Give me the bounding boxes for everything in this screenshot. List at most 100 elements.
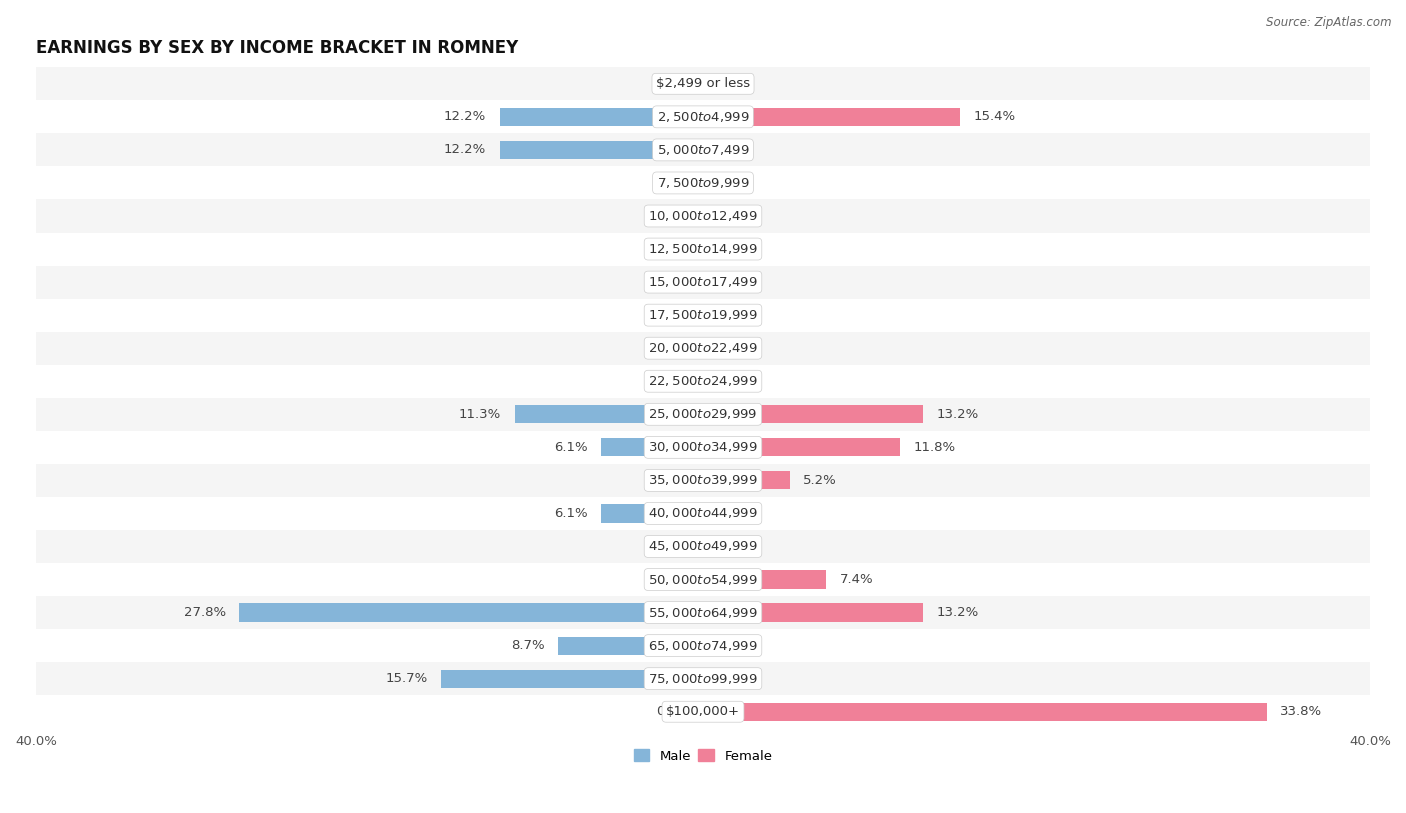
Text: 12.2%: 12.2%	[444, 143, 486, 156]
Bar	[602, 438, 703, 456]
Bar	[703, 174, 711, 192]
Text: $25,000 to $29,999: $25,000 to $29,999	[648, 407, 758, 421]
Text: 5.2%: 5.2%	[803, 474, 837, 487]
Bar	[703, 108, 960, 126]
Text: $45,000 to $49,999: $45,000 to $49,999	[648, 540, 758, 554]
Bar	[602, 504, 703, 523]
Text: 0.0%: 0.0%	[716, 77, 749, 90]
Text: $7,500 to $9,999: $7,500 to $9,999	[657, 176, 749, 190]
Text: 0.0%: 0.0%	[716, 341, 749, 354]
Text: Source: ZipAtlas.com: Source: ZipAtlas.com	[1267, 16, 1392, 29]
Text: 0.0%: 0.0%	[716, 507, 749, 520]
Text: $65,000 to $74,999: $65,000 to $74,999	[648, 639, 758, 653]
Bar	[695, 339, 703, 357]
Text: 0.0%: 0.0%	[657, 341, 690, 354]
Text: 0.0%: 0.0%	[657, 276, 690, 289]
Legend: Male, Female: Male, Female	[628, 744, 778, 768]
Bar	[695, 240, 703, 259]
Text: $15,000 to $17,499: $15,000 to $17,499	[648, 275, 758, 289]
Bar	[37, 431, 1369, 464]
Bar	[695, 207, 703, 225]
Bar	[37, 133, 1369, 167]
Bar	[703, 537, 711, 555]
Bar	[499, 141, 703, 159]
Bar	[37, 167, 1369, 199]
Bar	[703, 75, 711, 93]
Text: 0.0%: 0.0%	[716, 309, 749, 322]
Bar	[703, 405, 924, 424]
Bar	[703, 339, 711, 357]
Text: 13.2%: 13.2%	[936, 606, 979, 619]
Text: $5,000 to $7,499: $5,000 to $7,499	[657, 143, 749, 157]
Text: 0.0%: 0.0%	[657, 176, 690, 189]
Bar	[239, 603, 703, 622]
Text: 0.0%: 0.0%	[716, 672, 749, 685]
Bar	[695, 273, 703, 291]
Bar	[695, 702, 703, 721]
Bar	[37, 695, 1369, 728]
Text: 7.4%: 7.4%	[839, 573, 873, 586]
Text: $40,000 to $44,999: $40,000 to $44,999	[648, 506, 758, 520]
Bar	[37, 464, 1369, 497]
Bar	[499, 108, 703, 126]
Bar	[37, 530, 1369, 563]
Bar	[37, 596, 1369, 629]
Bar	[37, 332, 1369, 365]
Bar	[695, 537, 703, 555]
Text: $2,499 or less: $2,499 or less	[657, 77, 749, 90]
Text: 0.0%: 0.0%	[657, 210, 690, 223]
Text: 13.2%: 13.2%	[936, 408, 979, 421]
Bar	[695, 571, 703, 589]
Text: 0.0%: 0.0%	[657, 242, 690, 255]
Bar	[703, 207, 711, 225]
Text: 8.7%: 8.7%	[510, 639, 544, 652]
Bar	[703, 603, 924, 622]
Text: 6.1%: 6.1%	[554, 441, 588, 454]
Bar	[37, 365, 1369, 398]
Text: 12.2%: 12.2%	[444, 111, 486, 124]
Text: 0.0%: 0.0%	[716, 242, 749, 255]
Bar	[37, 100, 1369, 133]
Bar	[703, 141, 711, 159]
Text: 11.8%: 11.8%	[912, 441, 955, 454]
Bar	[703, 438, 900, 456]
Bar	[695, 75, 703, 93]
Bar	[37, 398, 1369, 431]
Text: $75,000 to $99,999: $75,000 to $99,999	[648, 672, 758, 685]
Bar	[37, 298, 1369, 332]
Text: $10,000 to $12,499: $10,000 to $12,499	[648, 209, 758, 223]
Text: 6.1%: 6.1%	[554, 507, 588, 520]
Bar	[695, 174, 703, 192]
Bar	[703, 504, 711, 523]
Bar	[703, 240, 711, 259]
Text: 0.0%: 0.0%	[657, 474, 690, 487]
Bar	[37, 67, 1369, 100]
Bar	[37, 497, 1369, 530]
Bar	[703, 372, 711, 390]
Text: EARNINGS BY SEX BY INCOME BRACKET IN ROMNEY: EARNINGS BY SEX BY INCOME BRACKET IN ROM…	[37, 39, 519, 58]
Bar	[558, 637, 703, 654]
Bar	[703, 472, 790, 489]
Text: 0.0%: 0.0%	[657, 77, 690, 90]
Text: 15.7%: 15.7%	[385, 672, 427, 685]
Text: 0.0%: 0.0%	[716, 639, 749, 652]
Bar	[703, 571, 827, 589]
Text: 0.0%: 0.0%	[716, 176, 749, 189]
Text: 0.0%: 0.0%	[657, 573, 690, 586]
Text: 0.0%: 0.0%	[716, 143, 749, 156]
Text: 0.0%: 0.0%	[716, 276, 749, 289]
Bar	[703, 702, 1267, 721]
Text: 27.8%: 27.8%	[184, 606, 226, 619]
Text: 11.3%: 11.3%	[458, 408, 501, 421]
Bar	[37, 266, 1369, 298]
Text: 0.0%: 0.0%	[716, 375, 749, 388]
Bar	[441, 670, 703, 688]
Text: $35,000 to $39,999: $35,000 to $39,999	[648, 473, 758, 487]
Text: 0.0%: 0.0%	[716, 540, 749, 553]
Bar	[37, 199, 1369, 233]
Bar	[37, 563, 1369, 596]
Text: 0.0%: 0.0%	[657, 309, 690, 322]
Text: $30,000 to $34,999: $30,000 to $34,999	[648, 441, 758, 454]
Text: $100,000+: $100,000+	[666, 705, 740, 718]
Bar	[703, 273, 711, 291]
